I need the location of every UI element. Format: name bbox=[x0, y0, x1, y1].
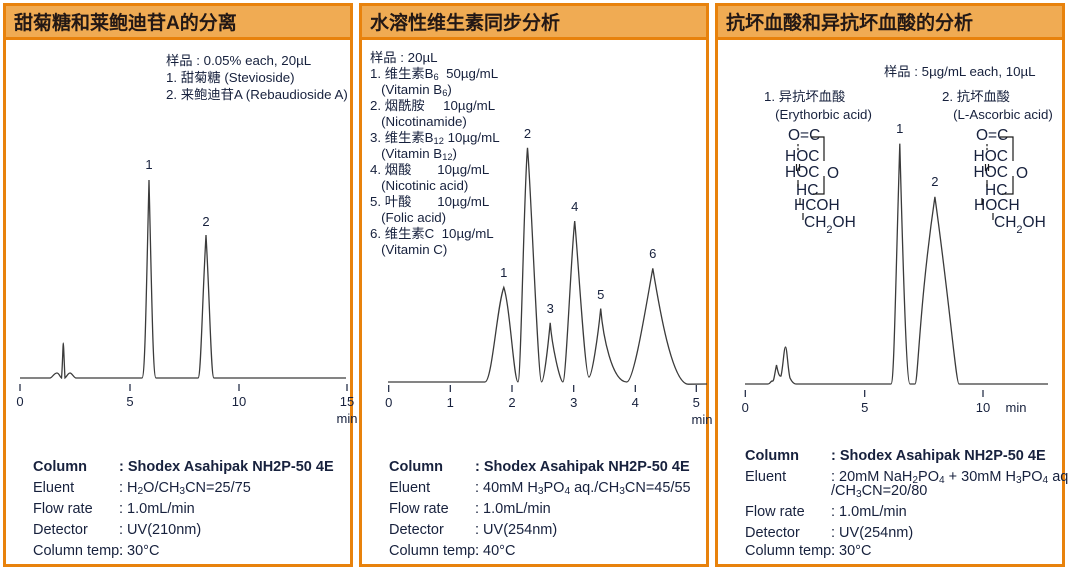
svg-text:3: 3 bbox=[547, 301, 554, 316]
svg-text:min: min bbox=[1006, 400, 1027, 415]
svg-text:1: 1 bbox=[500, 265, 507, 280]
svg-text:2: 2 bbox=[524, 126, 531, 141]
svg-text:6: 6 bbox=[649, 246, 656, 261]
svg-text:2: 2 bbox=[202, 214, 209, 229]
svg-text:10: 10 bbox=[976, 400, 990, 415]
svg-text:0: 0 bbox=[16, 394, 23, 409]
svg-text:min: min bbox=[337, 411, 358, 426]
svg-text:0: 0 bbox=[742, 400, 749, 415]
svg-text:15: 15 bbox=[340, 394, 354, 409]
svg-text:3: 3 bbox=[570, 395, 577, 410]
svg-text:5: 5 bbox=[861, 400, 868, 415]
svg-text:10: 10 bbox=[232, 394, 246, 409]
svg-text:min: min bbox=[692, 412, 713, 427]
svg-text:1: 1 bbox=[896, 121, 903, 136]
svg-text:5: 5 bbox=[597, 287, 604, 302]
svg-text:0: 0 bbox=[385, 395, 392, 410]
svg-text:5: 5 bbox=[126, 394, 133, 409]
svg-text:1: 1 bbox=[145, 157, 152, 172]
svg-text:1: 1 bbox=[447, 395, 454, 410]
svg-text:2: 2 bbox=[931, 174, 938, 189]
svg-text:4: 4 bbox=[632, 395, 639, 410]
svg-text:4: 4 bbox=[571, 199, 578, 214]
svg-text:2: 2 bbox=[508, 395, 515, 410]
svg-text:5: 5 bbox=[693, 395, 700, 410]
